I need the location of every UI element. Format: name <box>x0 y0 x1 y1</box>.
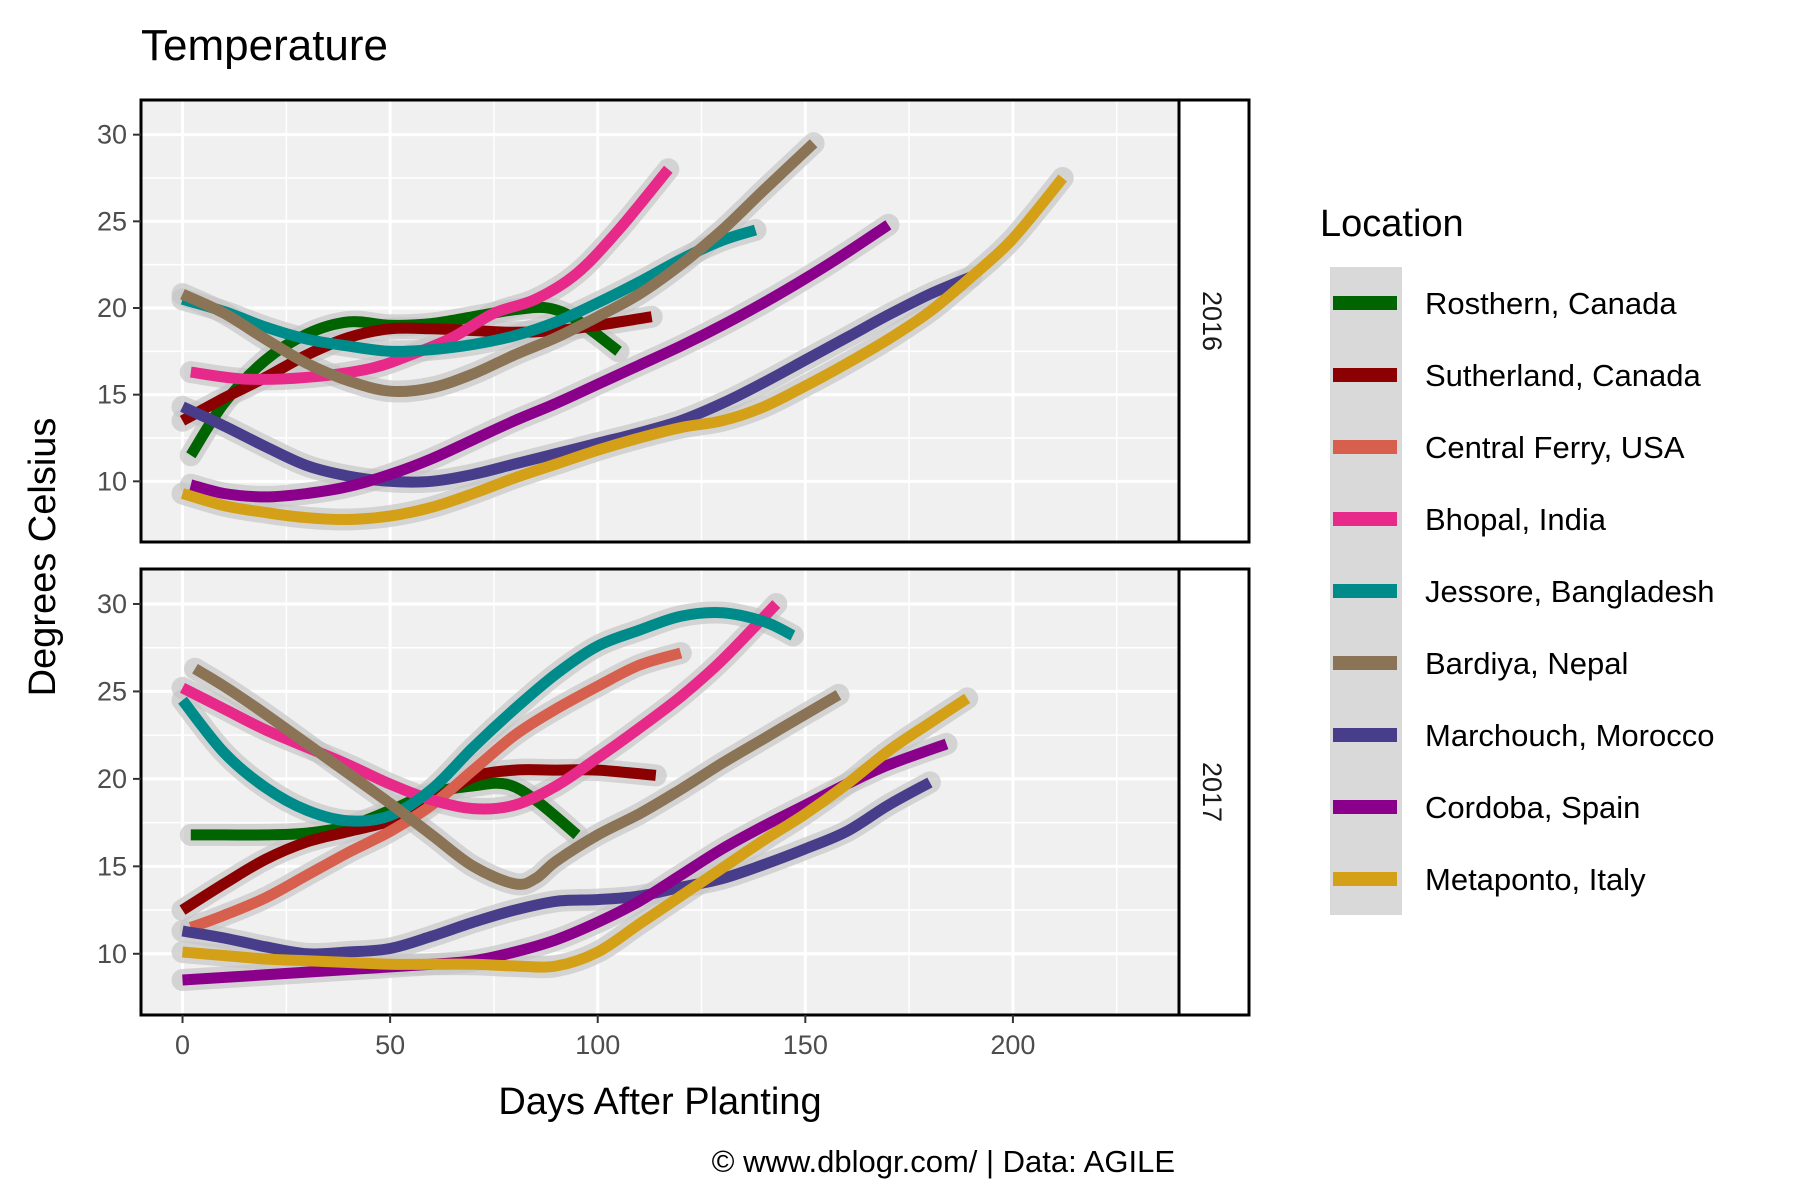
legend-label: Bardiya, Nepal <box>1425 646 1628 681</box>
legend-label: Sutherland, Canada <box>1425 358 1702 393</box>
panel-border <box>139 98 1251 544</box>
strip-label-2017: 2017 <box>1197 762 1227 822</box>
y-tick-label: 10 <box>97 466 127 496</box>
series-lines <box>179 139 1067 526</box>
legend-key <box>1333 656 1397 670</box>
x-tick-label: 200 <box>990 1030 1035 1060</box>
legend-label: Bhopal, India <box>1425 502 1607 537</box>
legend-key <box>1333 512 1397 526</box>
x-tick-label: 100 <box>575 1030 620 1060</box>
y-tick-label: 10 <box>97 939 127 969</box>
legend-key <box>1333 872 1397 886</box>
series-line <box>179 764 657 915</box>
legend-label: Jessore, Bangladesh <box>1425 574 1715 609</box>
legend: Location Rosthern, Canada Sutherland, Can… <box>1320 203 1715 915</box>
series-line <box>180 174 1067 526</box>
series-line <box>180 271 974 488</box>
panel-border <box>139 567 1251 1017</box>
y-axis-title: Degrees Celsius <box>22 418 64 697</box>
y-tick-label: 15 <box>97 851 127 881</box>
y-axis-ticks: 10 15 20 25 30 10 15 20 25 30 <box>97 120 141 969</box>
series-line <box>189 220 892 503</box>
strip-label-2016: 2016 <box>1197 291 1227 351</box>
x-tick-label: 50 <box>375 1030 405 1060</box>
series-line <box>190 165 673 385</box>
caption: © www.dblogr.com/ | Data: AGILE <box>712 1144 1175 1179</box>
y-tick-label: 30 <box>97 589 127 619</box>
series-line <box>180 600 781 815</box>
series-line <box>180 224 758 357</box>
legend-label: Rosthern, Canada <box>1425 286 1677 321</box>
y-tick-label: 20 <box>97 293 127 323</box>
legend-label: Marchouch, Morocco <box>1425 718 1714 753</box>
panel-2016: 2016 <box>139 98 1251 544</box>
y-tick-label: 25 <box>97 206 127 236</box>
y-tick-label: 15 <box>97 380 127 410</box>
x-axis-ticks: 0 50 100 150 200 <box>175 1015 1035 1060</box>
panel-2017: 2017 <box>139 567 1251 1017</box>
legend-title: Location <box>1320 203 1464 245</box>
series-lines <box>178 600 971 986</box>
legend-key <box>1333 584 1397 598</box>
y-tick-label: 25 <box>97 676 127 706</box>
x-tick-label: 150 <box>783 1030 828 1060</box>
series-line <box>178 607 796 827</box>
legend-label: Metaponto, Italy <box>1425 862 1646 897</box>
legend-key <box>1333 440 1397 454</box>
y-tick-label: 30 <box>97 120 127 150</box>
legend-label: Central Ferry, USA <box>1425 430 1685 465</box>
series-line <box>192 663 842 890</box>
x-axis-title: Days After Planting <box>498 1081 821 1123</box>
series-line <box>180 139 818 398</box>
legend-items: Rosthern, Canada Sutherland, Canada Centra… <box>1330 267 1715 915</box>
legend-key <box>1333 368 1397 382</box>
legend-key <box>1333 728 1397 742</box>
x-tick-label: 0 <box>175 1030 190 1060</box>
y-tick-label: 20 <box>97 764 127 794</box>
legend-label: Cordoba, Spain <box>1425 790 1640 825</box>
legend-key <box>1333 800 1397 814</box>
chart-title: Temperature <box>141 21 388 70</box>
legend-key <box>1333 296 1397 310</box>
series-line <box>181 777 933 960</box>
series-line <box>182 693 971 973</box>
